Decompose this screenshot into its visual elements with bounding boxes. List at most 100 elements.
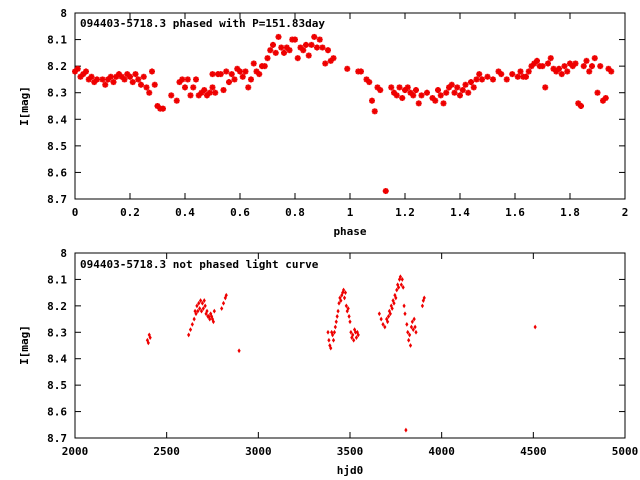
phased-data-point (479, 76, 485, 83)
phased-data-point (586, 68, 593, 75)
unphased-y-tick-label: 8.1 (47, 273, 67, 286)
phased-data-point (264, 55, 271, 62)
unphased-data-point (347, 314, 351, 319)
phased-data-point (209, 71, 216, 78)
phased-data-point (454, 84, 461, 91)
phased-data-point (602, 95, 609, 102)
phased-data-point (369, 97, 375, 104)
phased-data-point (267, 47, 274, 54)
phased-x-tick-label: 2 (622, 206, 629, 219)
unphased-data-point (388, 311, 392, 317)
unphased-data-point (221, 300, 226, 306)
unphased-data-point (224, 292, 228, 298)
unphased-data-point (353, 329, 358, 335)
unphased-x-axis-label: hjd0 (337, 464, 364, 477)
phased-data-point (597, 63, 604, 70)
phased-data-point (470, 84, 477, 91)
phased-data-point (316, 36, 323, 43)
phased-data-point (226, 79, 232, 86)
unphased-x-tick-label: 3000 (245, 445, 272, 458)
phased-data-point (366, 79, 373, 86)
phased-data-point (99, 76, 106, 83)
unphased-data-point (385, 316, 389, 322)
phased-data-point (514, 73, 521, 80)
unphased-data-point (383, 324, 387, 330)
unphased-data-point (192, 316, 196, 322)
unphased-data-point (392, 300, 396, 306)
unphased-data-point (328, 343, 332, 348)
phased-data-point (135, 76, 142, 83)
unphased-data-point (394, 295, 398, 301)
unphased-data-point (187, 332, 191, 338)
unphased-data-point (395, 287, 399, 293)
unphased-data-point (341, 287, 346, 293)
unphased-data-point (204, 311, 208, 317)
unphased-data-point (332, 329, 337, 335)
unphased-data-point (377, 311, 381, 317)
unphased-axis-ticks: 2000 2500 3000 3500 4000 4500 5000 8 8.1 8.2 8.3 8.… (47, 247, 638, 458)
phased-data-point (212, 89, 219, 96)
unphased-data-point (146, 340, 150, 346)
phased-data-point (325, 47, 331, 54)
phased-data-point (435, 87, 441, 94)
unphased-data-points (145, 274, 537, 433)
unphased-data-point (407, 332, 412, 338)
phased-data-point (102, 81, 109, 88)
unphased-data-point (197, 300, 201, 306)
unphased-data-point (411, 327, 415, 333)
unphased-data-point (405, 321, 409, 327)
phased-data-point (594, 89, 601, 96)
phased-plot-title: 094403-5718.3 phased with P=151.83day (80, 17, 325, 30)
phased-data-point (459, 87, 466, 94)
unphased-x-tick-label: 4000 (428, 445, 455, 458)
phased-data-point (561, 63, 568, 70)
phased-data-point (160, 105, 166, 112)
phased-data-point (509, 71, 516, 78)
phased-axis-ticks: 0 0.2 0.4 0.6 0.8 1 1.2 1.4 1.6 1.8 2 8 8.1 8.2 8.3 8.4… (47, 7, 628, 219)
unphased-data-point (209, 311, 213, 317)
unphased-x-tick-label: 4500 (520, 445, 547, 458)
phased-data-point (344, 65, 351, 72)
phased-data-points (72, 33, 615, 195)
unphased-y-tick-label: 8.3 (47, 326, 67, 339)
phased-y-tick-label: 8.3 (47, 87, 67, 100)
unphased-data-point (410, 319, 414, 325)
unphased-data-point (203, 303, 207, 309)
phased-data-point (465, 89, 472, 96)
phased-data-point (498, 71, 505, 78)
unphased-data-point (343, 290, 348, 296)
phased-data-point (589, 63, 595, 70)
phased-data-point (107, 73, 114, 80)
unphased-data-point (212, 308, 216, 314)
unphased-data-point (401, 284, 405, 290)
phased-data-point (448, 81, 455, 88)
phased-data-point (143, 84, 150, 91)
phased-x-tick-label: 0.8 (285, 206, 305, 219)
unphased-data-point (356, 332, 360, 338)
unphased-data-point (352, 337, 356, 343)
phased-x-tick-label: 1 (347, 206, 354, 219)
unphased-data-point (422, 295, 426, 301)
unphased-x-tick-label: 3500 (337, 445, 364, 458)
unphased-data-point (335, 314, 339, 319)
phased-data-point (517, 68, 524, 75)
unphased-data-point (205, 308, 209, 314)
phased-data-point (228, 71, 235, 78)
unphased-x-tick-label: 2000 (62, 445, 89, 458)
phased-data-point (542, 84, 549, 91)
phased-data-point (129, 79, 136, 86)
phased-data-point (220, 87, 227, 94)
phased-data-point (179, 76, 186, 83)
unphased-data-point (200, 300, 205, 306)
unphased-data-point (413, 324, 417, 330)
unphased-data-point (408, 343, 413, 348)
phased-data-point (173, 97, 180, 104)
phased-data-point (146, 89, 153, 96)
phased-data-point (237, 68, 243, 75)
phased-data-point (608, 68, 615, 75)
phased-data-point (583, 57, 590, 64)
phased-data-point (503, 76, 510, 83)
phased-x-tick-label: 0.4 (175, 206, 195, 219)
phased-x-tick-label: 0.6 (230, 206, 250, 219)
unphased-y-tick-label: 8.5 (47, 379, 67, 392)
